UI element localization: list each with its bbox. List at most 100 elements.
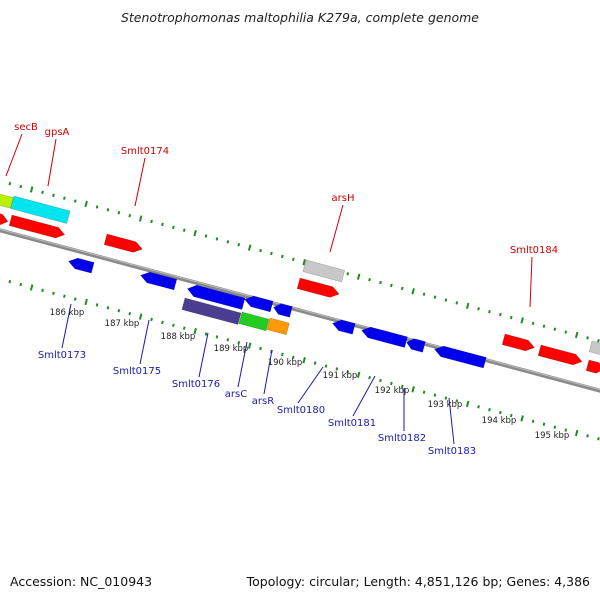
map-title: Stenotrophomonas maltophilia K279a, comp… — [121, 10, 479, 25]
gene-reverse — [406, 338, 426, 353]
lower-tick — [346, 370, 350, 374]
lower-tick — [433, 393, 437, 397]
upper-tick — [465, 302, 470, 310]
lower-tick — [73, 297, 77, 301]
upper-tick — [106, 208, 110, 212]
upper-tick — [356, 273, 361, 280]
leader-smlt0176 — [198, 332, 209, 378]
genome-summary-text: Topology: circular; Length: 4,851,126 bp… — [246, 574, 590, 589]
upper-tick — [29, 186, 34, 193]
upper-tick — [161, 222, 164, 227]
lower-tick — [356, 371, 361, 378]
label-secB: secB — [14, 122, 38, 133]
lower-tick — [313, 361, 317, 365]
lower-tick — [204, 332, 208, 336]
label-smlt0184: Smlt0184 — [510, 245, 558, 256]
gene-forward — [501, 333, 536, 352]
lower-tick — [281, 352, 284, 357]
upper-tick — [553, 327, 557, 331]
lower-tick — [531, 419, 535, 424]
label-smlt0183: Smlt0183 — [428, 446, 476, 457]
upper-tick — [138, 215, 143, 222]
upper-tick — [455, 301, 459, 305]
lower-tick — [368, 375, 371, 380]
lower-tick — [106, 306, 110, 310]
upper-tick — [346, 272, 350, 276]
label-smlt0173: Smlt0173 — [38, 350, 86, 361]
gene-arsH — [302, 259, 346, 283]
lower-tick — [564, 428, 568, 432]
lower-tick — [465, 400, 470, 408]
lower-tick — [291, 355, 295, 360]
gene-forward — [8, 214, 66, 239]
lower-tick — [574, 429, 579, 437]
upper-tick — [226, 240, 230, 244]
upper-tick — [488, 309, 491, 314]
gene-forward — [588, 340, 600, 357]
lower-tick — [477, 405, 480, 409]
upper-tick — [237, 243, 241, 247]
lower-tick — [553, 425, 557, 429]
lower-tick — [226, 338, 230, 342]
leader-gpsA — [47, 138, 57, 187]
gene-reverse — [273, 303, 293, 318]
leader-secB — [5, 133, 23, 177]
lower-tick — [128, 311, 132, 316]
upper-tick — [368, 277, 371, 282]
tick-label-194: 194 kbp — [482, 416, 517, 426]
upper-tick — [117, 211, 121, 215]
upper-tick — [477, 307, 480, 311]
upper-tick — [270, 251, 273, 256]
tick-label-188: 188 kbp — [161, 332, 196, 342]
lower-tick — [117, 309, 121, 313]
upper-tick — [281, 254, 284, 259]
lower-tick — [586, 434, 589, 438]
lower-tick — [215, 335, 219, 339]
lower-tick — [542, 422, 546, 426]
gene-forward — [537, 344, 583, 366]
leader-arsR — [263, 349, 273, 395]
label-smlt0182: Smlt0182 — [378, 433, 426, 444]
upper-tick — [531, 321, 535, 326]
genome-backbone-layer — [0, 228, 600, 393]
lower-tick — [302, 357, 306, 364]
upper-tick — [259, 248, 262, 253]
lower-tick — [390, 381, 393, 386]
label-arsR: arsR — [252, 396, 274, 407]
leader-arsC — [237, 341, 248, 388]
lower-tick — [597, 437, 600, 441]
lower-tick — [161, 320, 164, 325]
lower-tick — [63, 294, 66, 298]
gene-secB — [0, 192, 14, 209]
lower-tick — [422, 390, 426, 394]
lower-tick — [193, 327, 197, 335]
upper-tick — [564, 330, 568, 334]
gene-reverse — [434, 345, 487, 369]
upper-tick — [52, 193, 55, 197]
gene-reverse — [332, 319, 356, 335]
upper-tick — [84, 200, 88, 208]
gene-arsR — [266, 317, 290, 336]
upper-tick — [172, 225, 175, 229]
upper-tick — [128, 213, 132, 218]
gene-features — [0, 192, 600, 374]
gene-smlt0174 — [103, 233, 143, 253]
label-smlt0176: Smlt0176 — [172, 379, 220, 390]
lower-tick — [172, 323, 175, 327]
upper-tick — [597, 339, 600, 343]
lower-tick — [444, 396, 448, 400]
lower-tick — [237, 341, 241, 345]
gene-gpsA — [10, 195, 71, 224]
lower-tick — [52, 291, 55, 295]
upper-tick — [586, 336, 589, 340]
lower-tick — [29, 284, 34, 291]
lower-tick — [455, 399, 459, 403]
upper-tick — [542, 324, 546, 328]
gene-forward — [585, 359, 600, 374]
lower-tick — [182, 326, 186, 330]
lower-tick — [138, 313, 143, 320]
tick-label-187: 187 kbp — [105, 319, 140, 329]
lower-tick — [19, 282, 23, 287]
lower-tick — [324, 364, 328, 368]
